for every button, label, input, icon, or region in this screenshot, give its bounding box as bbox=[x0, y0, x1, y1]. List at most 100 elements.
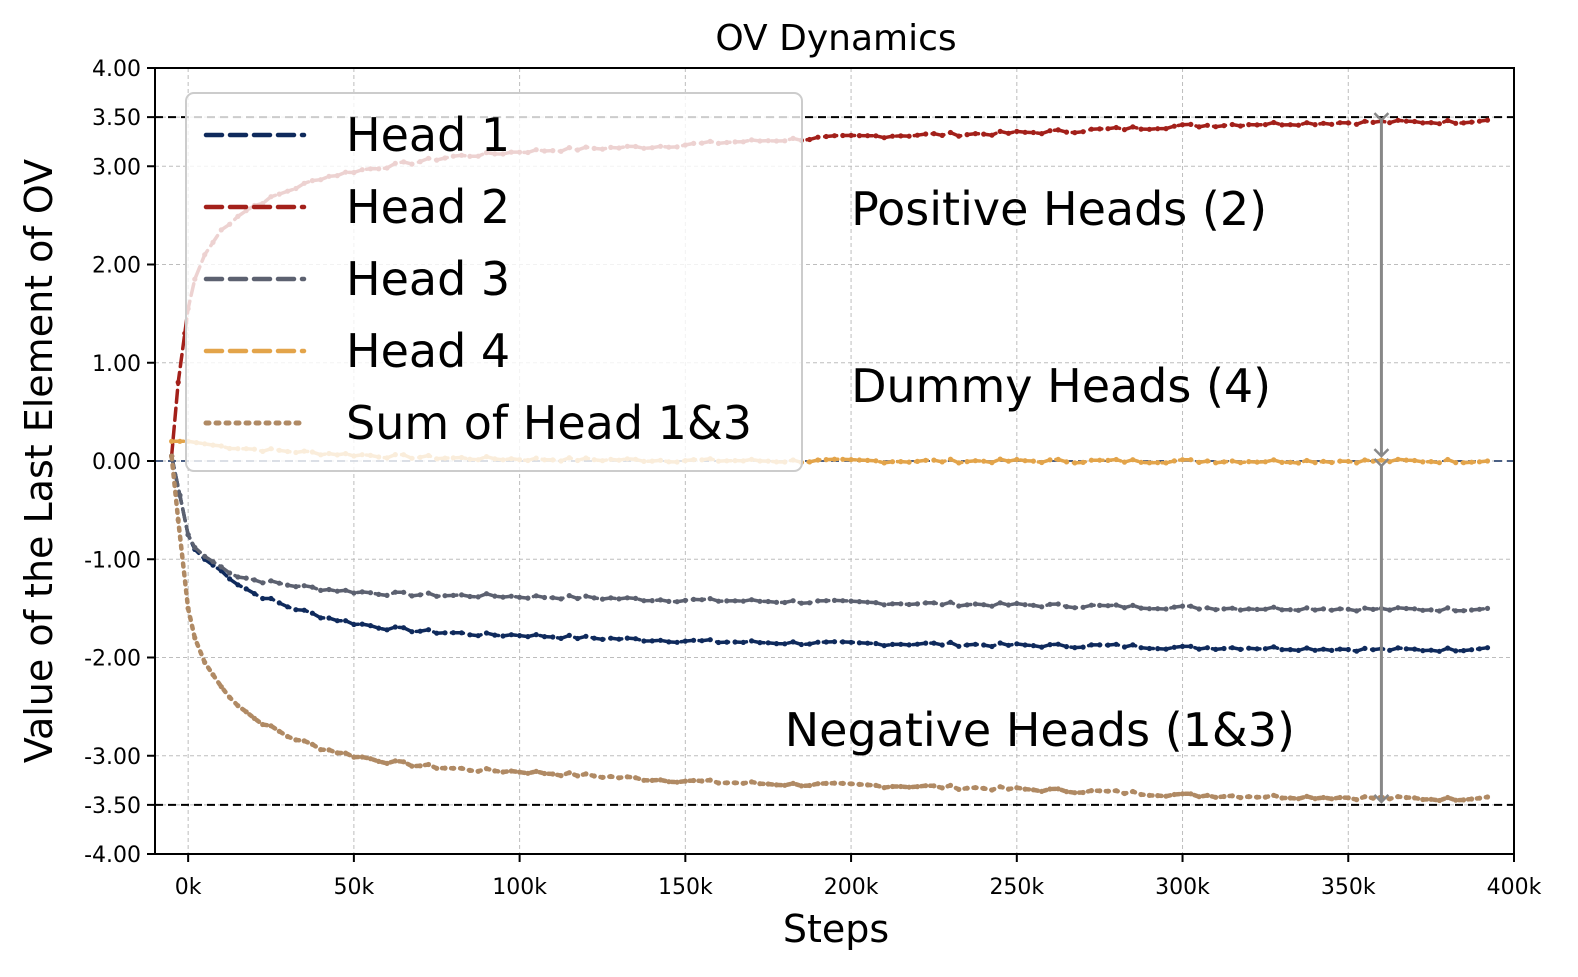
data-point bbox=[1229, 793, 1235, 799]
data-point bbox=[807, 136, 813, 143]
data-point bbox=[873, 782, 879, 789]
data-point bbox=[1097, 788, 1103, 794]
data-point bbox=[1246, 645, 1252, 651]
data-point bbox=[1014, 128, 1020, 134]
data-point bbox=[1428, 607, 1434, 613]
data-point bbox=[691, 637, 697, 643]
data-point bbox=[633, 595, 639, 602]
data-point bbox=[177, 492, 183, 498]
data-point bbox=[442, 765, 448, 771]
data-point bbox=[1320, 120, 1326, 126]
data-point bbox=[1138, 605, 1144, 611]
data-point bbox=[401, 589, 407, 595]
data-point bbox=[889, 459, 896, 465]
data-point bbox=[392, 589, 398, 595]
data-point bbox=[831, 456, 838, 462]
data-point bbox=[1088, 602, 1094, 608]
data-point bbox=[1420, 648, 1426, 654]
data-point bbox=[981, 602, 987, 608]
data-point bbox=[1196, 646, 1202, 652]
data-point bbox=[881, 785, 887, 791]
data-point bbox=[699, 638, 705, 644]
data-point bbox=[1121, 127, 1128, 133]
data-point bbox=[881, 135, 887, 141]
data-point bbox=[749, 638, 755, 644]
data-point bbox=[301, 607, 307, 613]
data-point bbox=[1005, 458, 1012, 464]
data-point bbox=[492, 768, 498, 774]
data-point bbox=[1476, 606, 1483, 612]
data-point bbox=[1469, 459, 1475, 465]
data-point bbox=[1014, 456, 1020, 463]
data-point bbox=[1295, 796, 1302, 802]
data-point bbox=[906, 784, 912, 790]
data-point bbox=[889, 601, 896, 607]
data-point bbox=[210, 672, 216, 678]
data-point bbox=[392, 624, 398, 630]
data-point bbox=[417, 592, 423, 598]
data-point bbox=[343, 618, 349, 624]
data-point bbox=[1113, 641, 1119, 647]
data-point bbox=[243, 575, 249, 581]
data-point bbox=[1337, 646, 1343, 652]
data-point bbox=[1213, 794, 1219, 800]
data-point bbox=[1121, 605, 1128, 611]
data-point bbox=[1237, 646, 1244, 653]
data-point bbox=[1171, 123, 1177, 129]
data-point bbox=[1246, 794, 1252, 800]
data-point bbox=[1395, 645, 1401, 651]
data-point bbox=[765, 781, 771, 787]
data-point bbox=[285, 582, 291, 588]
data-point bbox=[1163, 460, 1169, 466]
axes: 0k 50k 100k 150k 200k 250k 300k 350k 400k -4.00 -3… bbox=[84, 57, 1542, 900]
data-point bbox=[1329, 121, 1335, 127]
data-point bbox=[1254, 122, 1260, 128]
x-tick-label: 300k bbox=[1155, 875, 1210, 900]
data-point bbox=[500, 769, 506, 775]
data-point bbox=[293, 607, 299, 613]
data-point bbox=[1005, 642, 1012, 648]
data-point bbox=[1461, 797, 1467, 803]
data-point bbox=[1445, 794, 1451, 801]
data-point bbox=[293, 737, 299, 743]
data-point bbox=[823, 133, 829, 140]
data-point bbox=[367, 623, 374, 629]
data-point bbox=[939, 132, 945, 138]
y-tick-label: -1.00 bbox=[84, 548, 141, 573]
data-point bbox=[798, 600, 805, 606]
data-point bbox=[1113, 456, 1119, 463]
data-point bbox=[359, 589, 365, 595]
data-point bbox=[831, 780, 838, 786]
data-point bbox=[807, 782, 813, 789]
data-point bbox=[881, 643, 887, 649]
data-point bbox=[1420, 120, 1426, 126]
annotation-label: Positive Heads (2) bbox=[851, 182, 1267, 236]
data-point bbox=[334, 750, 340, 756]
data-point bbox=[1445, 605, 1451, 611]
data-point bbox=[599, 774, 606, 781]
data-point bbox=[923, 600, 929, 606]
data-point bbox=[848, 639, 854, 645]
data-point bbox=[318, 587, 324, 594]
data-point bbox=[873, 600, 879, 606]
data-point bbox=[1345, 120, 1351, 126]
y-tick-label: -3.00 bbox=[84, 745, 141, 770]
data-point bbox=[931, 600, 937, 606]
data-point bbox=[1387, 120, 1393, 126]
data-point bbox=[1130, 642, 1136, 648]
data-point bbox=[1072, 130, 1078, 136]
data-point bbox=[1105, 603, 1111, 609]
data-point bbox=[790, 639, 796, 645]
data-point bbox=[624, 774, 630, 780]
data-point bbox=[1354, 460, 1360, 466]
legend-entry: Head 2 bbox=[346, 180, 510, 234]
data-point bbox=[1121, 644, 1128, 650]
data-point bbox=[1163, 646, 1169, 652]
data-point bbox=[1237, 123, 1244, 129]
data-point bbox=[343, 750, 349, 756]
data-point bbox=[815, 598, 821, 604]
x-tick-label: 400k bbox=[1487, 875, 1542, 900]
data-point bbox=[699, 778, 705, 784]
data-point bbox=[749, 779, 755, 785]
